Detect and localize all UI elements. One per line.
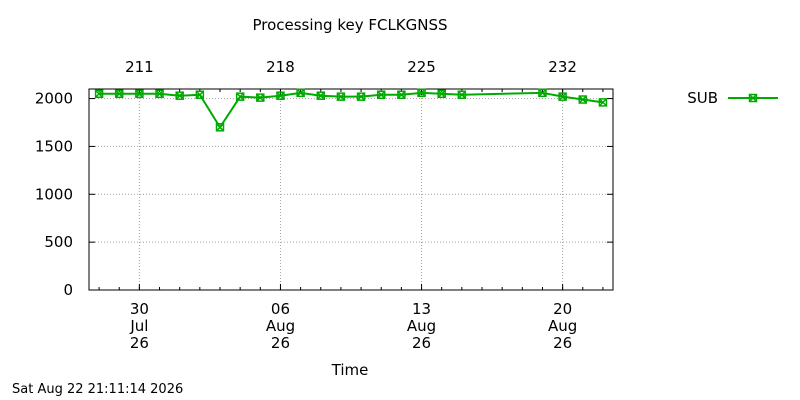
y-tick-label: 1500 (35, 137, 73, 155)
top-tick-label: 218 (266, 58, 295, 76)
plot-frame (88, 88, 614, 291)
data-point (336, 92, 346, 101)
y-tick-label: 1000 (35, 185, 73, 203)
data-point (417, 88, 426, 98)
legend: SUB (687, 89, 778, 107)
data-point (195, 90, 205, 99)
data-point (437, 89, 446, 99)
y-tick-label: 500 (44, 233, 73, 251)
data-point (114, 89, 124, 99)
data-point (397, 90, 406, 99)
series-line-sub (99, 91, 604, 130)
data-point (276, 91, 285, 100)
data-point (598, 98, 608, 107)
x-tick-label: 06 (271, 300, 290, 318)
x-tick-label: Jul (129, 317, 148, 335)
x-tick-label: 26 (553, 334, 572, 352)
data-point (215, 123, 225, 132)
legend-marker-icon (748, 93, 758, 103)
data-point (558, 92, 567, 101)
data-point (175, 91, 184, 100)
x-tick-label: 26 (130, 334, 149, 352)
data-point (356, 92, 366, 101)
x-axis-label: Time (331, 361, 369, 379)
top-tick-label: 211 (125, 58, 154, 76)
y-tick-label: 2000 (35, 90, 73, 108)
data-point (457, 90, 467, 99)
x-tick-label: Aug (407, 317, 436, 335)
data-point (155, 89, 164, 99)
data-point (538, 88, 547, 98)
x-tick-label: 30 (130, 300, 149, 318)
top-tick-label: 225 (407, 58, 436, 76)
data-point (376, 90, 386, 99)
x-tick-label: 26 (271, 334, 290, 352)
x-tick-label: Aug (266, 317, 295, 335)
x-tick-label: 13 (412, 300, 431, 318)
legend-marker-sub (748, 93, 758, 103)
x-tick-label: Aug (548, 317, 577, 335)
data-point (578, 95, 588, 104)
data-point (135, 89, 144, 99)
x-tick-label: 20 (553, 300, 572, 318)
data-point (94, 89, 104, 99)
data-point (235, 92, 245, 101)
y-tick-label: 0 (63, 281, 73, 299)
series-group (94, 88, 608, 132)
axis-ticks: 050010001500200030Jul2606Aug2613Aug2620A… (35, 58, 613, 352)
data-point (296, 88, 305, 98)
grid (89, 89, 613, 290)
legend-label-sub: SUB (687, 89, 718, 107)
top-tick-label: 232 (548, 58, 577, 76)
x-tick-label: 26 (412, 334, 431, 352)
chart-title: Processing key FCLKGNSS (252, 16, 447, 34)
data-point (256, 93, 265, 102)
data-point (316, 91, 326, 100)
footer-timestamp: Sat Aug 22 21:11:14 2026 (12, 382, 184, 397)
